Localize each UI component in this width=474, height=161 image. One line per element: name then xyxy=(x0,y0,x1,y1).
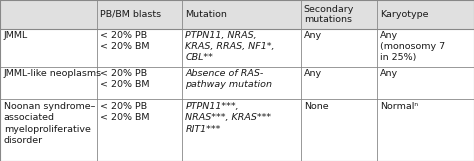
Bar xyxy=(0,0,474,29)
Text: None: None xyxy=(304,102,328,111)
Text: JMML: JMML xyxy=(4,31,28,40)
Text: < 20% PB
< 20% BM: < 20% PB < 20% BM xyxy=(100,102,149,122)
Bar xyxy=(0,29,474,67)
Text: Secondary
mutations: Secondary mutations xyxy=(304,5,354,24)
Text: < 20% PB
< 20% BM: < 20% PB < 20% BM xyxy=(100,69,149,89)
Text: Any: Any xyxy=(304,31,322,40)
Text: < 20% PB
< 20% BM: < 20% PB < 20% BM xyxy=(100,31,149,51)
Text: Any: Any xyxy=(380,69,398,78)
Text: JMML-like neoplasms: JMML-like neoplasms xyxy=(4,69,102,78)
Text: Noonan syndrome–
associated
myeloproliferative
disorder: Noonan syndrome– associated myeloprolife… xyxy=(4,102,95,145)
Text: PTPN11, NRAS,
KRAS, RRAS, NF1*,
CBL**: PTPN11, NRAS, KRAS, RRAS, NF1*, CBL** xyxy=(185,31,275,62)
Text: Any: Any xyxy=(304,69,322,78)
Bar xyxy=(0,99,474,161)
Bar xyxy=(0,67,474,99)
Text: Absence of RAS-
pathway mutation: Absence of RAS- pathway mutation xyxy=(185,69,273,89)
Text: Normalⁿ: Normalⁿ xyxy=(380,102,418,111)
Text: Karyotype: Karyotype xyxy=(380,10,428,19)
Text: PTPN11***,
NRAS***, KRAS***
RIT1***: PTPN11***, NRAS***, KRAS*** RIT1*** xyxy=(185,102,272,133)
Text: PB/BM blasts: PB/BM blasts xyxy=(100,10,161,19)
Text: Mutation: Mutation xyxy=(185,10,227,19)
Text: Any
(monosomy 7
in 25%): Any (monosomy 7 in 25%) xyxy=(380,31,445,62)
